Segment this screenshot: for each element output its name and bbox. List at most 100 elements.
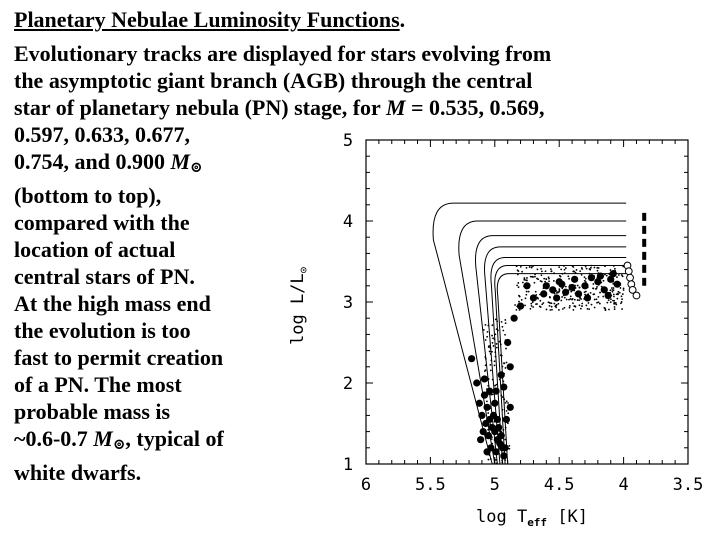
small-dot bbox=[581, 268, 584, 270]
open-circle-point bbox=[632, 291, 641, 300]
small-dot bbox=[575, 277, 578, 280]
small-dot bbox=[550, 268, 552, 271]
small-dot bbox=[617, 290, 620, 293]
small-dot bbox=[523, 285, 525, 288]
central-star-point bbox=[510, 314, 518, 322]
central-star-point bbox=[479, 428, 487, 436]
small-dot bbox=[554, 298, 557, 300]
central-star-point bbox=[493, 436, 501, 444]
small-dot bbox=[564, 285, 567, 288]
small-dot bbox=[620, 295, 623, 298]
small-dot bbox=[551, 308, 553, 311]
central-star-point bbox=[486, 387, 494, 395]
small-dot bbox=[521, 281, 524, 284]
small-dot bbox=[487, 384, 490, 387]
small-dot bbox=[494, 384, 496, 387]
small-dot bbox=[487, 378, 490, 380]
small-dot bbox=[491, 350, 493, 353]
small-dot bbox=[516, 269, 519, 272]
title-link-text: Planetary Nebulae Luminosity Functions bbox=[14, 7, 400, 32]
small-dot bbox=[579, 307, 582, 310]
small-dot bbox=[594, 288, 597, 290]
small-dot bbox=[622, 265, 625, 268]
small-dot bbox=[557, 302, 560, 305]
description-side: 0.597, 0.633, 0.677, 0.754, and 0.900 M⊚… bbox=[14, 121, 304, 486]
small-dot bbox=[556, 291, 559, 294]
small-dot bbox=[493, 364, 496, 367]
small-dot bbox=[609, 289, 612, 292]
small-dot bbox=[569, 298, 572, 300]
central-star-point bbox=[493, 415, 501, 424]
small-dot bbox=[587, 302, 590, 304]
small-dot bbox=[571, 289, 574, 292]
small-dot bbox=[568, 305, 571, 307]
small-dot bbox=[504, 367, 507, 369]
small-dot bbox=[558, 289, 561, 292]
central-star-point bbox=[583, 294, 592, 302]
small-dot bbox=[562, 294, 565, 297]
open-circle-point bbox=[623, 261, 632, 270]
small-dot bbox=[533, 281, 536, 284]
small-dot bbox=[612, 280, 615, 283]
small-dot bbox=[494, 351, 497, 354]
small-dot bbox=[494, 402, 497, 405]
small-dot bbox=[586, 294, 588, 297]
small-dot bbox=[571, 285, 573, 288]
small-dot bbox=[584, 265, 587, 268]
x-tick-label: 5.5 bbox=[415, 475, 446, 495]
small-dot bbox=[487, 458, 490, 461]
central-star-point bbox=[489, 411, 498, 419]
small-dot bbox=[571, 265, 574, 267]
small-dot bbox=[503, 362, 506, 365]
small-dot bbox=[495, 328, 498, 331]
central-star-point bbox=[516, 302, 525, 310]
small-dot bbox=[504, 319, 507, 321]
central-star-point bbox=[568, 283, 576, 292]
central-star-point bbox=[555, 278, 563, 286]
small-dot bbox=[604, 309, 607, 311]
small-dot bbox=[570, 290, 573, 293]
central-star-point bbox=[496, 440, 504, 448]
central-star-point bbox=[468, 355, 476, 363]
small-dot bbox=[554, 305, 557, 308]
small-dot bbox=[486, 330, 489, 333]
small-dot bbox=[488, 350, 491, 353]
small-dot bbox=[539, 306, 542, 309]
small-dot bbox=[553, 302, 556, 305]
small-dot bbox=[574, 271, 577, 274]
small-dot bbox=[500, 394, 503, 397]
small-dot bbox=[539, 280, 542, 282]
central-star-point bbox=[502, 415, 510, 424]
small-dot bbox=[603, 306, 606, 309]
small-dot bbox=[528, 266, 531, 268]
small-dot bbox=[621, 298, 624, 301]
small-dot bbox=[560, 299, 563, 302]
small-dot bbox=[561, 272, 564, 275]
small-dot bbox=[608, 294, 611, 297]
central-star-point bbox=[594, 278, 602, 286]
sun-symbol-icon: ⊚ bbox=[190, 160, 203, 176]
central-star-point bbox=[587, 274, 596, 282]
small-dot bbox=[601, 274, 604, 276]
small-dot bbox=[557, 291, 559, 294]
small-dot bbox=[501, 408, 504, 411]
central-star-point bbox=[506, 403, 514, 411]
small-dot bbox=[550, 270, 553, 273]
small-dot bbox=[491, 448, 494, 451]
small-dot bbox=[553, 272, 555, 275]
small-dot bbox=[574, 287, 577, 289]
small-dot bbox=[596, 285, 598, 288]
small-dot bbox=[552, 280, 555, 282]
small-dot bbox=[573, 289, 576, 292]
small-dot bbox=[598, 302, 601, 305]
small-dot bbox=[572, 270, 575, 273]
small-dot bbox=[585, 267, 588, 270]
small-dot bbox=[500, 430, 503, 433]
small-dot bbox=[619, 282, 622, 285]
small-dot bbox=[517, 270, 520, 273]
small-dot bbox=[591, 274, 594, 277]
y-tick-label: 2 bbox=[343, 374, 353, 394]
small-dot bbox=[515, 308, 518, 311]
small-dot bbox=[596, 277, 599, 279]
text-line-16: white dwarfs. bbox=[14, 460, 142, 485]
